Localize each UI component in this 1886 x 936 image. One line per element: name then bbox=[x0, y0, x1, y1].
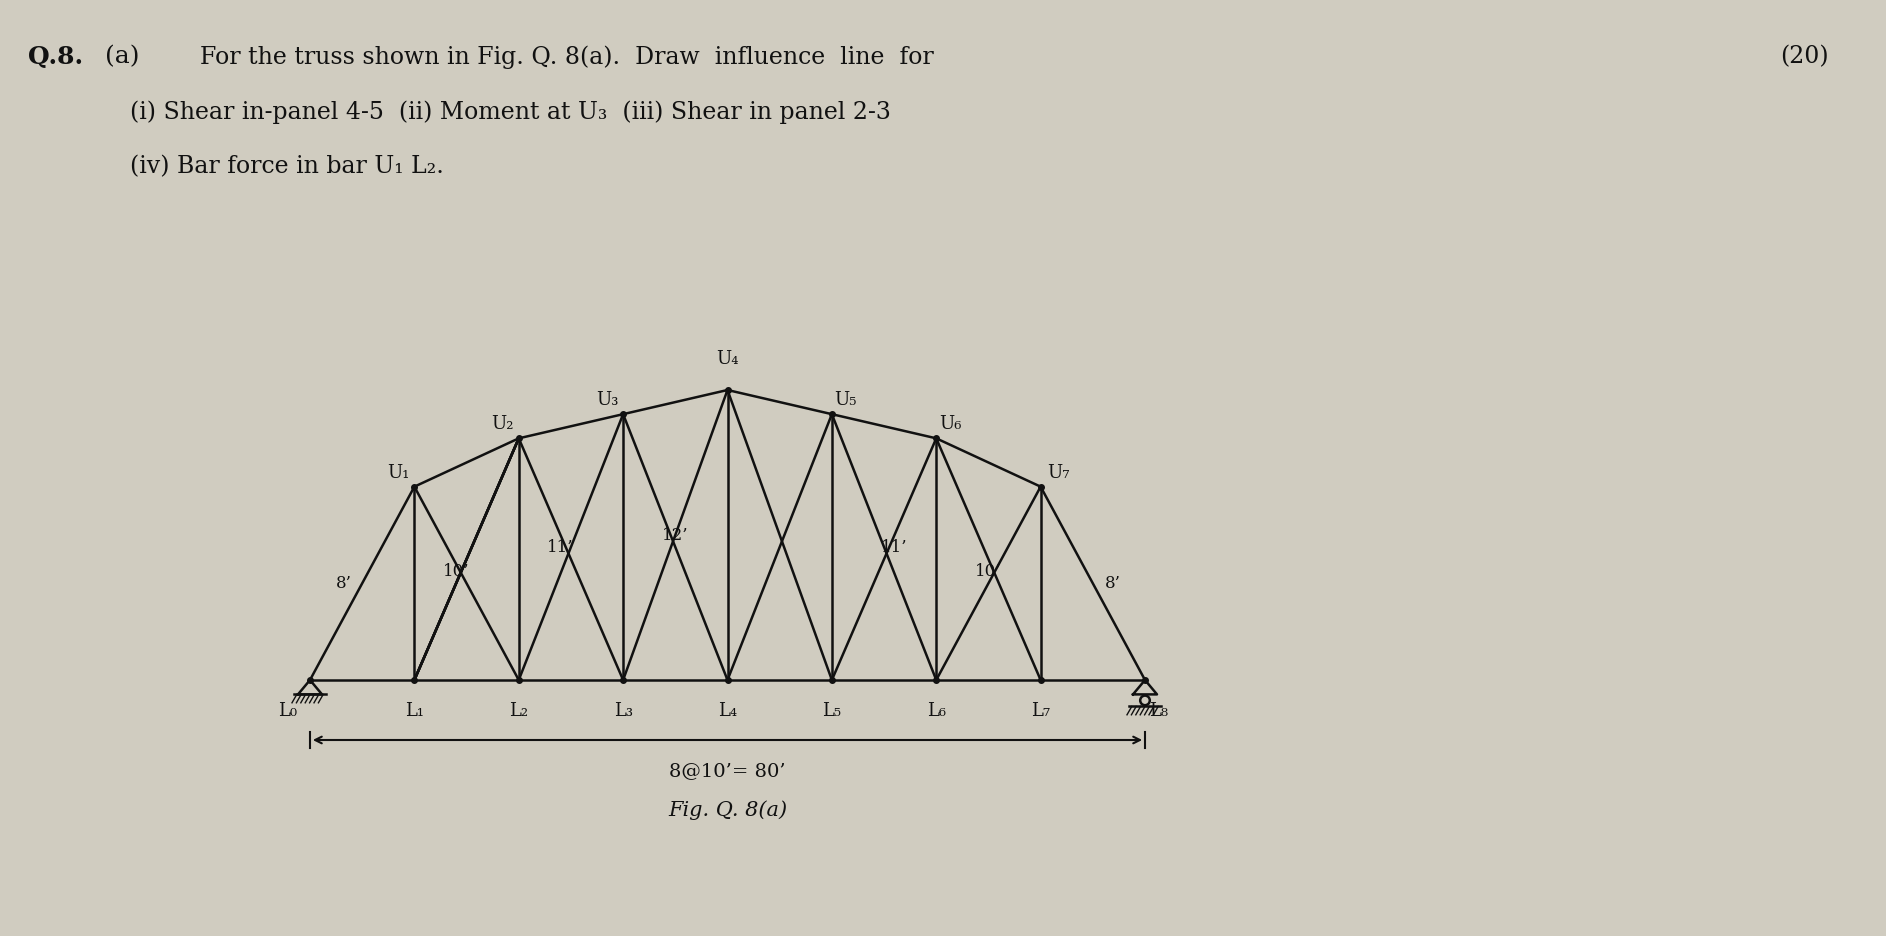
Text: 8@10’= 80’: 8@10’= 80’ bbox=[670, 762, 786, 780]
Text: (a): (a) bbox=[106, 45, 140, 68]
Text: L₀: L₀ bbox=[279, 702, 298, 720]
Text: L₅: L₅ bbox=[822, 702, 841, 720]
Text: 12’: 12’ bbox=[662, 526, 688, 544]
Text: U₂: U₂ bbox=[492, 416, 515, 433]
Text: U₇: U₇ bbox=[1047, 463, 1069, 482]
Text: U₃: U₃ bbox=[596, 391, 619, 409]
Text: U₄: U₄ bbox=[717, 350, 739, 368]
Text: 11’: 11’ bbox=[547, 538, 573, 556]
Text: L₈: L₈ bbox=[1149, 702, 1169, 720]
Text: U₆: U₆ bbox=[939, 416, 962, 433]
Text: 10’: 10’ bbox=[975, 563, 1001, 579]
Text: (i) Shear in-panel 4-5  (ii) Moment at U₃  (iii) Shear in panel 2-3: (i) Shear in-panel 4-5 (ii) Moment at U₃… bbox=[130, 100, 890, 124]
Text: Fig. Q. 8(a): Fig. Q. 8(a) bbox=[668, 800, 786, 820]
Text: (iv) Bar force in bar U₁ L₂.: (iv) Bar force in bar U₁ L₂. bbox=[130, 155, 443, 178]
Text: 11’: 11’ bbox=[881, 538, 907, 556]
Text: 8’: 8’ bbox=[1105, 575, 1120, 592]
Text: L₄: L₄ bbox=[719, 702, 737, 720]
Text: (20): (20) bbox=[1780, 45, 1829, 68]
Text: L₇: L₇ bbox=[1032, 702, 1051, 720]
Text: For the truss shown in Fig. Q. 8(a).  Draw  influence  line  for: For the truss shown in Fig. Q. 8(a). Dra… bbox=[200, 45, 934, 68]
Text: L₁: L₁ bbox=[405, 702, 424, 720]
Text: U₁: U₁ bbox=[387, 463, 409, 482]
Text: 10’: 10’ bbox=[443, 563, 470, 579]
Text: 8’: 8’ bbox=[336, 575, 353, 592]
Text: L₂: L₂ bbox=[509, 702, 528, 720]
Text: Q.8.: Q.8. bbox=[28, 45, 83, 69]
Text: L₃: L₃ bbox=[613, 702, 632, 720]
Text: L₆: L₆ bbox=[926, 702, 945, 720]
Text: U₅: U₅ bbox=[835, 391, 856, 409]
